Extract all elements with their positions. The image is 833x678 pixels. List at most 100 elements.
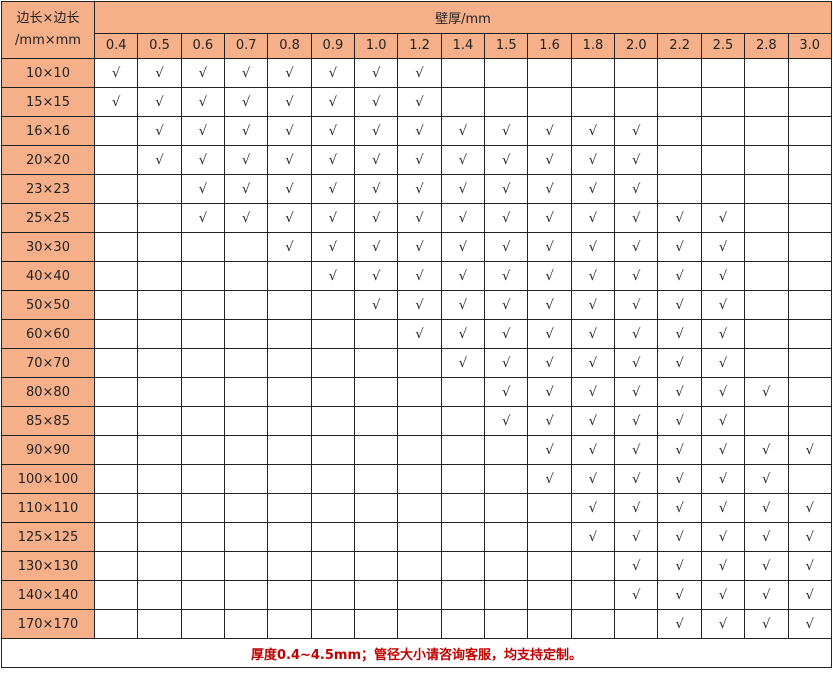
empty-cell xyxy=(700,58,746,88)
empty-cell xyxy=(310,551,356,581)
empty-cell xyxy=(657,174,702,204)
empty-cell xyxy=(787,377,832,407)
empty-cell xyxy=(310,580,356,610)
empty-cell xyxy=(700,145,746,175)
row-size-label: 85×85 xyxy=(1,406,95,436)
empty-cell xyxy=(744,348,789,378)
check-mark-icon: √ xyxy=(657,493,702,523)
column-header: 0.9 xyxy=(310,32,356,60)
empty-cell xyxy=(787,203,832,233)
empty-cell xyxy=(93,580,139,610)
empty-cell xyxy=(137,203,182,233)
empty-cell xyxy=(744,406,789,436)
check-mark-icon: √ xyxy=(614,580,659,610)
check-mark-icon: √ xyxy=(700,464,746,494)
empty-cell xyxy=(484,493,529,523)
column-header: 1.2 xyxy=(397,32,442,60)
check-mark-icon: √ xyxy=(440,174,486,204)
empty-cell xyxy=(354,464,399,494)
empty-cell xyxy=(224,377,269,407)
empty-cell xyxy=(310,406,356,436)
check-mark-icon: √ xyxy=(397,319,442,349)
check-mark-icon: √ xyxy=(527,435,572,465)
check-mark-icon: √ xyxy=(440,116,486,146)
row-size-label: 30×30 xyxy=(1,232,95,262)
row-size-label: 50×50 xyxy=(1,290,95,320)
empty-cell xyxy=(180,522,226,552)
check-mark-icon: √ xyxy=(570,406,616,436)
empty-cell xyxy=(744,87,789,117)
check-mark-icon: √ xyxy=(267,87,312,117)
footer-note: 厚度0.4~4.5mm；管径大小请咨询客服，均支持定制。 xyxy=(1,638,832,668)
empty-cell xyxy=(137,406,182,436)
check-mark-icon: √ xyxy=(224,203,269,233)
check-mark-icon: √ xyxy=(787,493,832,523)
check-mark-icon: √ xyxy=(700,435,746,465)
empty-cell xyxy=(267,522,312,552)
column-header: 1.5 xyxy=(484,32,529,60)
table-row: 125×125 √ √ √ √ √ √ xyxy=(1,522,832,552)
empty-cell xyxy=(527,522,572,552)
empty-cell xyxy=(440,58,486,88)
check-mark-icon: √ xyxy=(527,203,572,233)
empty-cell xyxy=(484,464,529,494)
check-mark-icon: √ xyxy=(267,203,312,233)
check-mark-icon: √ xyxy=(614,493,659,523)
empty-cell xyxy=(657,87,702,117)
empty-cell xyxy=(397,522,442,552)
empty-cell xyxy=(787,261,832,291)
check-mark-icon: √ xyxy=(310,203,356,233)
empty-cell xyxy=(137,290,182,320)
empty-cell xyxy=(787,290,832,320)
empty-cell xyxy=(267,319,312,349)
check-mark-icon: √ xyxy=(614,290,659,320)
check-mark-icon: √ xyxy=(700,261,746,291)
empty-cell xyxy=(180,377,226,407)
empty-cell xyxy=(137,348,182,378)
empty-cell xyxy=(744,232,789,262)
check-mark-icon: √ xyxy=(657,464,702,494)
check-mark-icon: √ xyxy=(180,58,226,88)
empty-cell xyxy=(484,58,529,88)
check-mark-icon: √ xyxy=(527,145,572,175)
empty-cell xyxy=(354,493,399,523)
row-size-label: 23×23 xyxy=(1,174,95,204)
empty-cell xyxy=(397,348,442,378)
column-header: 2.8 xyxy=(744,32,789,60)
check-mark-icon: √ xyxy=(397,58,442,88)
empty-cell xyxy=(267,580,312,610)
table-row: 100×100 √ √ √ √ √ √ xyxy=(1,464,832,494)
check-mark-icon: √ xyxy=(614,435,659,465)
check-mark-icon: √ xyxy=(657,203,702,233)
check-mark-icon: √ xyxy=(397,261,442,291)
empty-cell xyxy=(93,319,139,349)
empty-cell xyxy=(310,377,356,407)
check-mark-icon: √ xyxy=(310,261,356,291)
check-mark-icon: √ xyxy=(787,580,832,610)
empty-cell xyxy=(440,464,486,494)
check-mark-icon: √ xyxy=(614,116,659,146)
empty-cell xyxy=(744,174,789,204)
check-mark-icon: √ xyxy=(700,319,746,349)
row-size-label: 40×40 xyxy=(1,261,95,291)
check-mark-icon: √ xyxy=(354,87,399,117)
empty-cell xyxy=(267,348,312,378)
empty-cell xyxy=(354,435,399,465)
check-mark-icon: √ xyxy=(570,435,616,465)
empty-cell xyxy=(267,377,312,407)
check-mark-icon: √ xyxy=(527,406,572,436)
check-mark-icon: √ xyxy=(484,145,529,175)
check-mark-icon: √ xyxy=(657,232,702,262)
empty-cell xyxy=(137,232,182,262)
check-mark-icon: √ xyxy=(657,377,702,407)
check-mark-icon: √ xyxy=(614,464,659,494)
check-mark-icon: √ xyxy=(700,348,746,378)
column-header: 1.6 xyxy=(527,32,572,60)
empty-cell xyxy=(137,493,182,523)
check-mark-icon: √ xyxy=(397,87,442,117)
empty-cell xyxy=(570,87,616,117)
empty-cell xyxy=(93,609,139,639)
check-mark-icon: √ xyxy=(354,174,399,204)
table-row: 10×10 √ √ √ √ √ √ √ √ xyxy=(1,58,832,88)
